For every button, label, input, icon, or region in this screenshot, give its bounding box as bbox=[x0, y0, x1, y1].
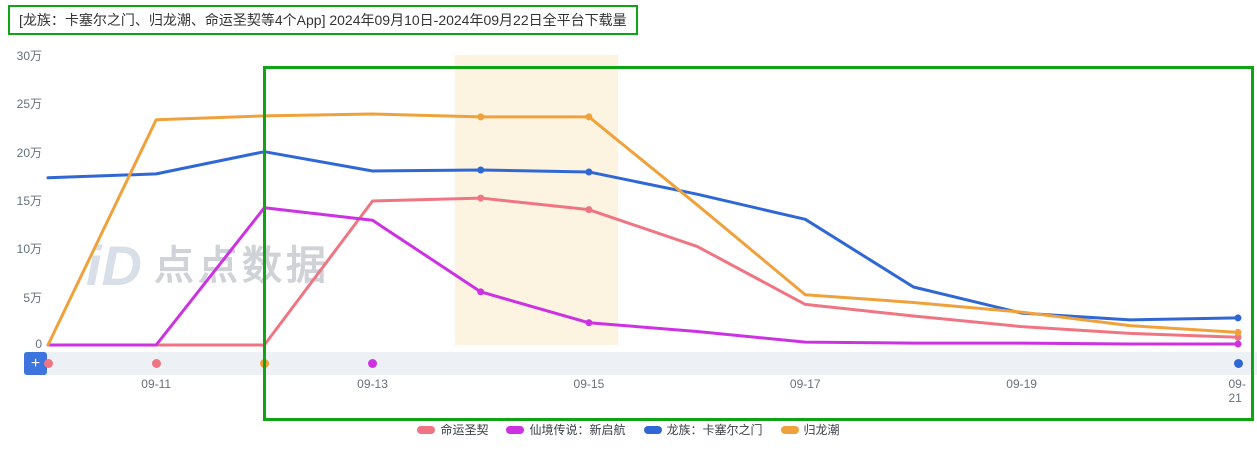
timeline-scrubber[interactable] bbox=[24, 352, 1257, 375]
timeline-marker-dot[interactable] bbox=[259, 359, 269, 368]
data-point[interactable] bbox=[477, 113, 485, 121]
legend-marker bbox=[506, 425, 525, 434]
y-axis-label: 15万 bbox=[16, 194, 42, 208]
legend-label: 命运圣契 bbox=[440, 423, 489, 437]
legend-item[interactable]: 归龙潮 bbox=[780, 421, 840, 438]
series-line-仙境传说：新启航[interactable] bbox=[46, 206, 1240, 347]
legend-label: 龙族：卡塞尔之门 bbox=[666, 423, 763, 437]
legend-label: 归龙潮 bbox=[803, 423, 840, 437]
legend-item[interactable]: 仙境传说：新启航 bbox=[506, 421, 626, 438]
chart-legend: 命运圣契 仙境传说：新启航 龙族：卡塞尔之门 归龙潮 bbox=[0, 421, 1257, 438]
y-axis-label: 0 bbox=[35, 337, 42, 351]
legend-item[interactable]: 龙族：卡塞尔之门 bbox=[643, 421, 763, 438]
data-point[interactable] bbox=[585, 168, 593, 176]
data-point[interactable] bbox=[1234, 333, 1242, 341]
data-point[interactable] bbox=[585, 319, 593, 327]
series-line-归龙潮[interactable] bbox=[46, 112, 1240, 347]
x-axis-label: 09-19 bbox=[1006, 377, 1037, 391]
legend-marker bbox=[643, 425, 662, 434]
legend-marker bbox=[780, 425, 799, 434]
data-point[interactable] bbox=[1234, 340, 1242, 348]
timeline-marker-dot[interactable] bbox=[151, 359, 161, 368]
timeline-marker-dot[interactable] bbox=[1233, 359, 1243, 368]
data-point[interactable] bbox=[585, 113, 593, 121]
y-axis-label: 20万 bbox=[16, 145, 42, 160]
data-point[interactable] bbox=[1234, 314, 1242, 322]
data-point[interactable] bbox=[1234, 328, 1242, 336]
series-line-龙族：卡塞尔之门[interactable] bbox=[46, 150, 1240, 322]
legend-item[interactable]: 命运圣契 bbox=[417, 421, 488, 438]
y-axis-label: 25万 bbox=[16, 97, 42, 112]
x-axis-label: 09-17 bbox=[789, 377, 821, 391]
data-point[interactable] bbox=[477, 194, 485, 202]
x-axis-label: 09-11 bbox=[141, 377, 172, 391]
data-point[interactable] bbox=[585, 206, 593, 214]
y-axis-label: 30万 bbox=[16, 49, 42, 63]
legend-marker bbox=[417, 425, 436, 434]
x-axis-label: 09-15 bbox=[573, 377, 605, 391]
data-point[interactable] bbox=[477, 288, 485, 296]
series-line-命运圣契[interactable] bbox=[46, 196, 1240, 347]
timeline-marker-dot[interactable] bbox=[368, 359, 378, 368]
x-axis-label: 09-13 bbox=[357, 377, 388, 391]
timeline-marker-dot[interactable] bbox=[43, 359, 53, 368]
y-axis-label: 5万 bbox=[23, 290, 42, 305]
add-app-button[interactable]: + bbox=[24, 352, 47, 375]
chart-title: [龙族：卡塞尔之门、归龙潮、命运圣契等4个App] 2024年09月10日-20… bbox=[8, 5, 638, 35]
x-axis-label: 09-21 bbox=[1228, 377, 1246, 405]
y-axis-label: 10万 bbox=[16, 242, 42, 257]
data-point[interactable] bbox=[477, 166, 485, 174]
legend-label: 仙境传说：新启航 bbox=[529, 423, 626, 437]
